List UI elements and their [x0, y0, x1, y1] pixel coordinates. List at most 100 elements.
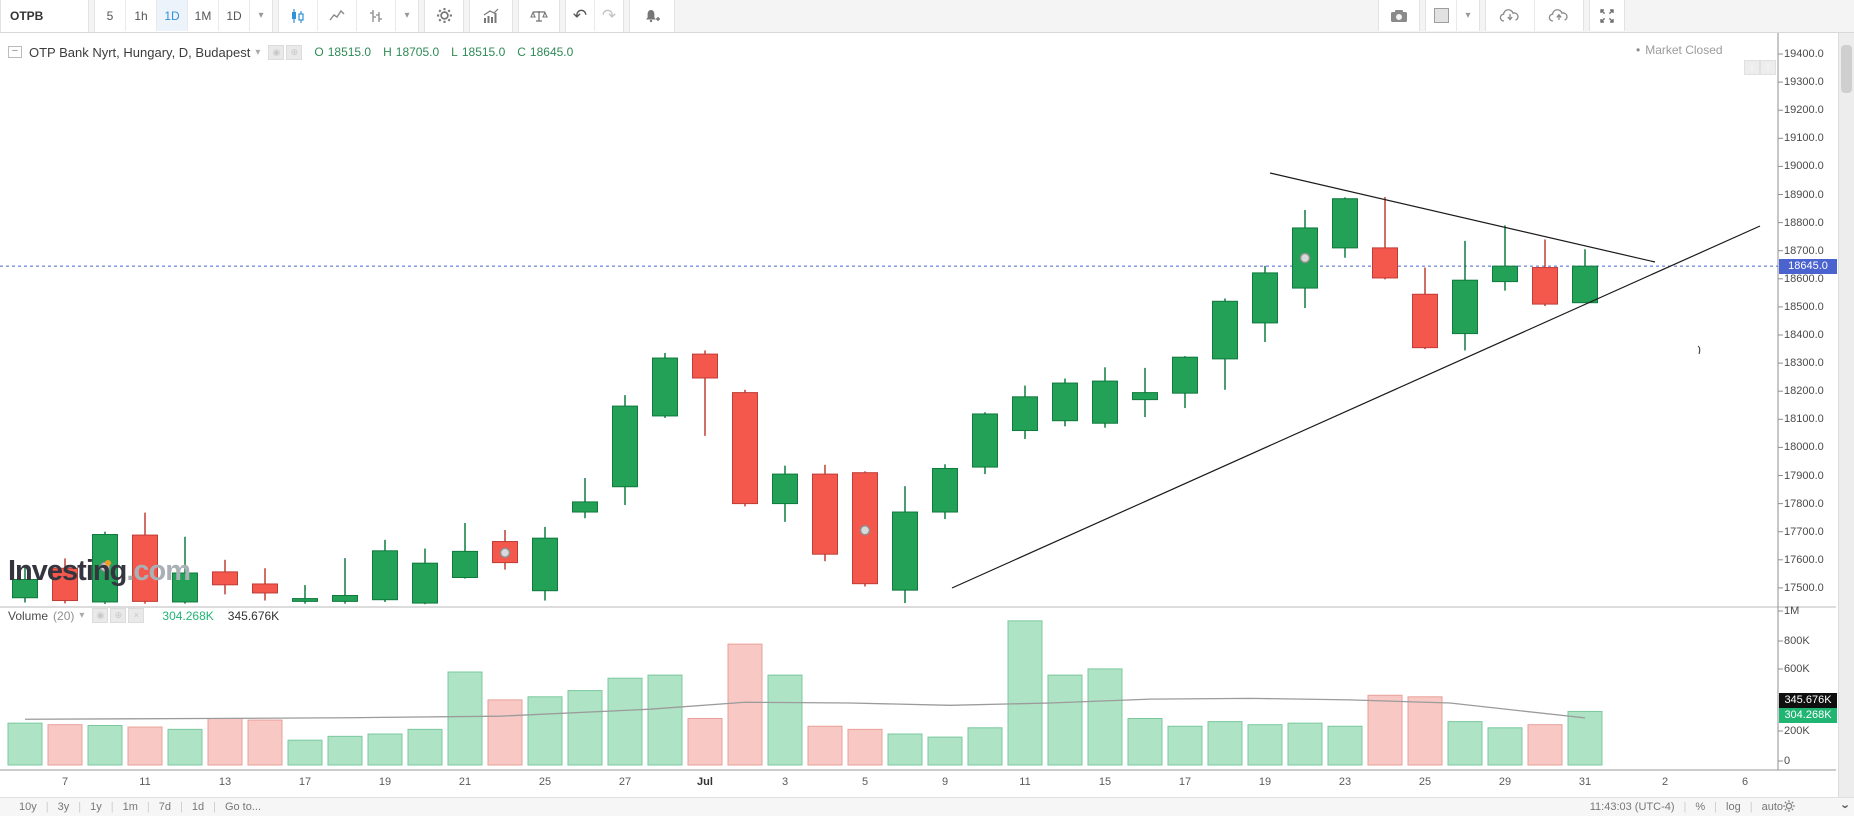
price-tick-label: 18900.0 — [1784, 188, 1824, 201]
auto-scale-button[interactable]: auto — [1761, 801, 1783, 813]
candle — [1412, 293, 1438, 349]
candlestick-style-button[interactable] — [279, 0, 318, 31]
candle — [1172, 356, 1198, 394]
save-chart-button[interactable] — [1535, 0, 1583, 31]
separator: | — [1683, 801, 1687, 813]
logo-orange-dot — [105, 560, 111, 566]
price-tick-label: 19400.0 — [1784, 48, 1824, 60]
collapse-pane-icon[interactable]: − — [8, 46, 22, 58]
volume-remove-icon[interactable]: × — [128, 608, 145, 623]
volume-bar — [967, 727, 1003, 766]
volume-bar — [1327, 725, 1363, 766]
volume-value-label: 345.676K — [1779, 693, 1837, 708]
separator: | — [45, 801, 49, 813]
volume-bar — [527, 696, 563, 766]
chevron-down-icon[interactable]: ▾ — [79, 610, 85, 621]
x-tick-label: 17 — [298, 776, 312, 788]
range-7d-button[interactable]: 7d — [158, 801, 171, 813]
undo-button[interactable]: ↶ — [566, 0, 595, 31]
volume-bar — [1247, 724, 1283, 766]
x-tick-label: 9 — [941, 776, 949, 788]
last-price-label: 18645.0 — [1779, 259, 1837, 274]
x-tick-label: 2 — [1661, 776, 1669, 788]
x-tick-label: 25 — [1418, 776, 1432, 788]
volume-bar — [287, 739, 323, 766]
camera-icon — [1390, 8, 1408, 24]
style-dropdown-caret[interactable]: ▾ — [396, 0, 418, 31]
compare-button[interactable] — [519, 0, 559, 31]
scroll-price-down-button[interactable]: ↓ — [1744, 60, 1760, 75]
volume-bar — [367, 733, 403, 766]
volume-bar — [647, 674, 683, 766]
collapse-toolbar-chevron[interactable]: › — [1838, 804, 1854, 809]
interval-5m-button[interactable]: 5 — [95, 0, 126, 31]
candle — [1132, 392, 1158, 401]
interval-1h-button[interactable]: 1h — [126, 0, 157, 31]
volume-bar — [1407, 696, 1443, 766]
line-style-button[interactable] — [318, 0, 357, 31]
symbol-search-button[interactable]: OTPB — [1, 0, 88, 31]
x-tick-label: 25 — [538, 776, 552, 788]
indicators-icon — [482, 8, 500, 24]
volume-bar — [87, 724, 123, 766]
volume-bar — [847, 728, 883, 766]
x-tick-label: 7 — [61, 776, 69, 788]
layout-dropdown-caret[interactable]: ▾ — [1457, 0, 1479, 31]
range-10y-button[interactable]: 10y — [19, 801, 37, 813]
candle — [652, 357, 678, 417]
low-label: L — [451, 45, 458, 59]
candle — [932, 467, 958, 513]
scrollbar-thumb[interactable] — [1841, 45, 1852, 93]
interval-dropdown-caret[interactable]: ▾ — [250, 0, 272, 31]
volume-tick-label: 800K — [1784, 635, 1810, 647]
event-marker-dot — [499, 547, 511, 559]
series-settings-icon[interactable]: ⊕ — [286, 44, 303, 60]
indicators-button[interactable] — [470, 0, 512, 31]
volume-visibility-icon[interactable]: ◉ — [92, 608, 109, 623]
candle — [172, 572, 198, 603]
volume-bar — [567, 690, 603, 766]
candle — [812, 473, 838, 555]
open-value: 18515.0 — [327, 45, 372, 59]
range-1d-button[interactable]: 1d — [191, 801, 205, 813]
goto-date-button[interactable]: Go to... — [224, 801, 262, 813]
range-1y-button[interactable]: 1y — [90, 801, 102, 813]
scroll-price-up-button[interactable]: ↑ — [1760, 60, 1776, 75]
add-alert-button[interactable] — [630, 0, 674, 31]
candle — [1532, 267, 1558, 305]
volume-bar — [447, 671, 483, 766]
chevron-down-icon[interactable]: ▾ — [255, 46, 261, 58]
volume-bar — [687, 718, 723, 766]
settings-button[interactable] — [425, 0, 463, 31]
interval-custom-button[interactable]: 1D — [219, 0, 250, 31]
x-tick-label: 15 — [1098, 776, 1112, 788]
range-3y-button[interactable]: 3y — [57, 801, 70, 813]
side-scrollbar[interactable] — [1838, 33, 1854, 797]
price-tick-label: 19000.0 — [1784, 160, 1824, 173]
fullscreen-button[interactable] — [1590, 0, 1624, 31]
interval-1d-button[interactable]: 1D — [157, 0, 188, 31]
snapshot-button[interactable] — [1379, 0, 1419, 31]
candle — [732, 392, 758, 505]
axis-settings-gear-icon[interactable] — [1782, 799, 1796, 813]
interval-1month-button[interactable]: 1M — [188, 0, 219, 31]
range-1m-button[interactable]: 1m — [122, 801, 138, 813]
candle — [612, 405, 638, 488]
candle — [572, 501, 598, 513]
log-scale-button[interactable]: log — [1726, 801, 1741, 813]
separator: | — [110, 801, 114, 813]
bar-style-button[interactable] — [357, 0, 396, 31]
chart-canvas[interactable] — [0, 33, 1778, 770]
percent-scale-button[interactable]: % — [1695, 801, 1706, 813]
event-marker-dot — [1299, 252, 1311, 264]
toggle-visibility-icon[interactable]: ◉ — [268, 44, 285, 60]
x-tick-label: 3 — [781, 776, 789, 788]
layout-button[interactable] — [1426, 0, 1457, 31]
volume-settings-icon[interactable]: ⊕ — [110, 608, 127, 623]
candle — [1572, 265, 1598, 304]
volume-bar — [1007, 620, 1043, 766]
price-tick-label: 18700.0 — [1784, 244, 1824, 257]
load-chart-button[interactable] — [1486, 0, 1535, 31]
redo-button[interactable]: ↷ — [595, 0, 623, 31]
